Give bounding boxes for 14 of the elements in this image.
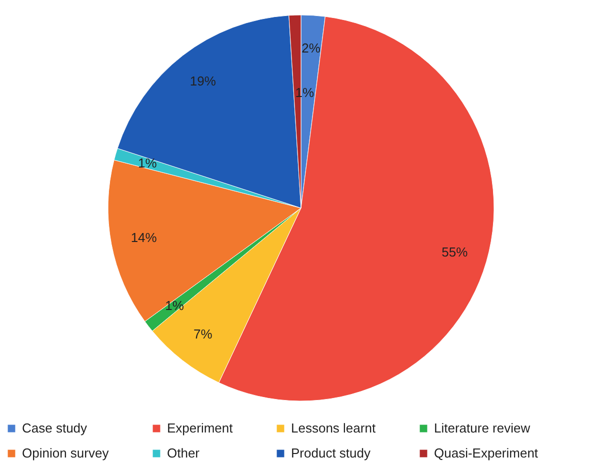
data-label: 14% (130, 230, 158, 245)
legend-label: Other (167, 446, 200, 460)
data-label: 19% (190, 74, 216, 89)
data-label: 2% (302, 40, 321, 56)
legend-label: Lessons learnt (291, 420, 376, 436)
legend-label: Case study (22, 420, 88, 436)
data-label: 1% (138, 155, 158, 170)
data-label: 55% (442, 244, 468, 260)
legend-label: Experiment (167, 420, 234, 436)
legend-label: Opinion survey (22, 446, 110, 460)
legend-label: Literature review (434, 420, 531, 436)
data-label: 7% (194, 326, 213, 342)
legend-label: Quasi-Experiment (434, 446, 538, 460)
legend-label: Product study (291, 446, 371, 460)
